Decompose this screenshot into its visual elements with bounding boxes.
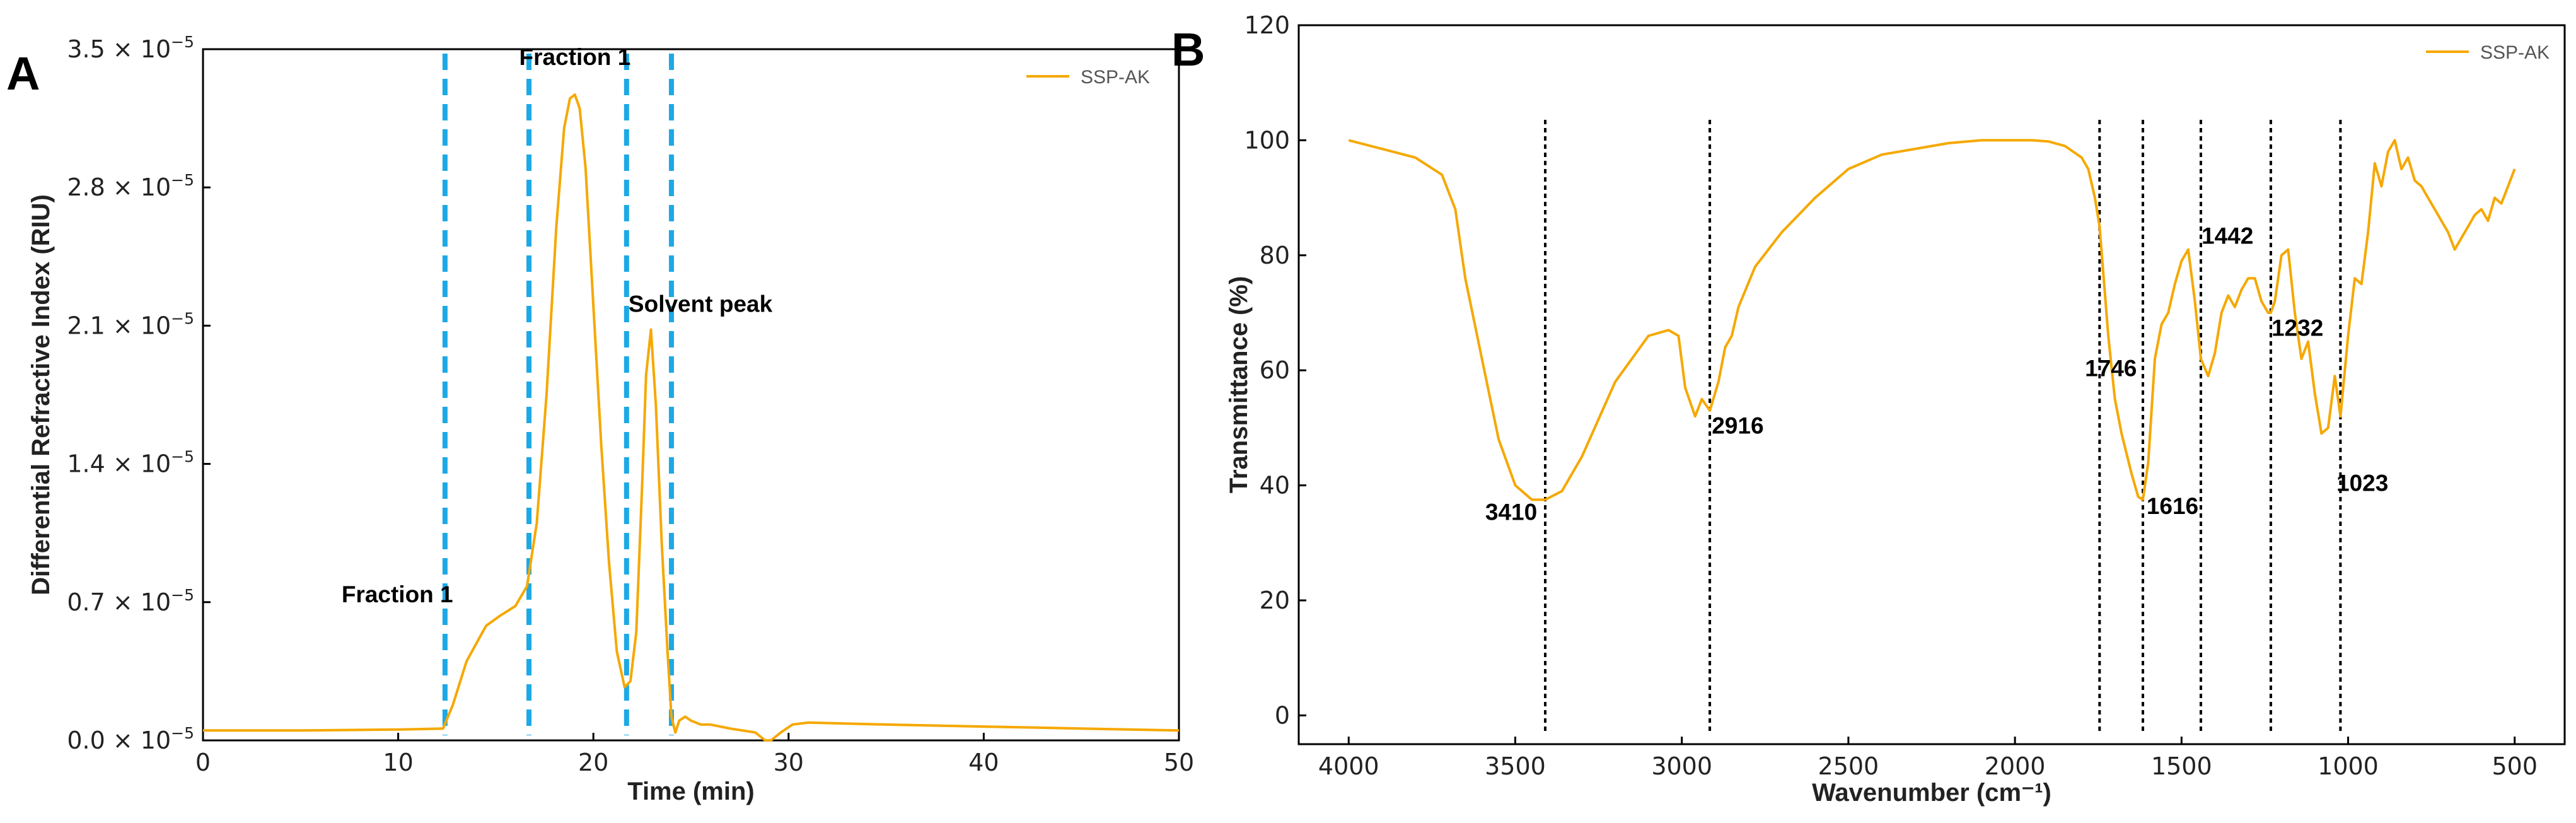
panel-b-y-axis: 0 20 40 60 80 100 120 — [1244, 11, 1306, 729]
panel-a-x-tick-label-4: 40 — [968, 749, 999, 776]
panel-a-annotation-0: Fraction 1 — [342, 581, 453, 607]
panel-a-x-tick-label-3: 30 — [774, 749, 804, 776]
panel-b-x-tick-label-6: 1000 — [2318, 752, 2379, 780]
panel-a-markers — [442, 54, 675, 735]
panel-a-annotation-2: Solvent peak — [629, 291, 773, 317]
panel-b-annotation-4: 1442 — [2202, 223, 2253, 249]
panel-b-annotation-3: 1616 — [2147, 493, 2198, 519]
panel-a-y-label: Differential Refractive Index (RIU) — [27, 194, 55, 595]
panel-b-y-tick-label-0: 0 — [1275, 701, 1290, 729]
panel-b-y-tick-label-3: 60 — [1260, 356, 1290, 384]
panel-b-y-tick-label-2: 40 — [1260, 472, 1290, 499]
panel-b-annotations: 3410 2916 1746 1616 1442 1232 1023 — [1485, 223, 2388, 525]
panel-b-series — [1348, 139, 2516, 501]
panel-a-y-tick-label-5: 3.5 × 10−5 — [67, 33, 194, 63]
panel-b-annotation-5: 1232 — [2271, 315, 2323, 341]
panel-b-markers — [1544, 120, 2342, 733]
panel-a-letter: A — [6, 47, 40, 100]
panel-a-y-tick-label-2: 1.4 × 10−5 — [67, 448, 194, 478]
panel-b-y-tick-label-6: 120 — [1244, 11, 1290, 39]
panel-b-x-tick-label-7: 500 — [2492, 752, 2538, 780]
panel-b-x-tick-label-2: 3000 — [1651, 752, 1712, 780]
panel-b-x-tick-label-5: 1500 — [2151, 752, 2212, 780]
panel-a-y-tick-label-3: 2.1 × 10−5 — [67, 309, 194, 339]
panel-b-y-label: Transmittance (%) — [1225, 276, 1253, 494]
panel-b-legend-label: SSP-AK — [2480, 42, 2550, 63]
panel-b-x-tick-label-0: 4000 — [1318, 752, 1379, 780]
panel-b-y-tick-label-4: 80 — [1260, 242, 1290, 269]
panel-b-annotation-0: 3410 — [1485, 499, 1537, 525]
panel-a-y-tick-label-0: 0.0 × 10−5 — [67, 724, 194, 754]
panel-a-x-tick-label-5: 50 — [1164, 749, 1194, 776]
panel-a-annotation-1: Fraction 1 — [519, 44, 631, 70]
panel-b: B 4000 3500 3000 2500 2000 1500 1000 500 0 20 40 6… — [1171, 11, 2566, 807]
panel-a-x-label: Time (min) — [627, 778, 755, 805]
panel-a-x-axis: 0 10 20 30 40 50 — [195, 733, 1194, 776]
panel-b-x-axis: 4000 3500 3000 2500 2000 1500 1000 500 — [1318, 737, 2538, 780]
panel-b-frame — [1297, 24, 2566, 745]
panel-b-letter: B — [1171, 23, 1205, 76]
panel-b-x-label: Wavenumber (cm⁻¹) — [1812, 779, 2051, 807]
panel-b-annotation-1: 2916 — [1712, 413, 1763, 439]
panel-a-frame — [202, 48, 1180, 742]
panel-a-y-tick-label-1: 0.7 × 10−5 — [67, 586, 194, 616]
panel-a-annotations: Fraction 1 Fraction 1 Solvent peak — [342, 44, 773, 607]
panel-b-annotation-2: 1746 — [2085, 355, 2137, 381]
panel-b-y-tick-label-1: 20 — [1260, 587, 1290, 614]
panel-a-x-tick-label-1: 10 — [383, 749, 413, 776]
panel-a-series-line-0 — [203, 93, 1180, 742]
panel-a-x-tick-label-2: 20 — [578, 749, 608, 776]
panel-a-y-axis: 0.0 × 10−5 0.7 × 10−5 1.4 × 10−5 2.1 × 10−5… — [67, 33, 211, 754]
panel-b-x-tick-label-4: 2000 — [1985, 752, 2046, 780]
panel-a-legend: SSP-AK — [1026, 67, 1150, 88]
panel-b-legend: SSP-AK — [2426, 42, 2550, 63]
panel-a-legend-label: SSP-AK — [1081, 67, 1150, 88]
panel-b-x-tick-label-1: 3500 — [1485, 752, 1546, 780]
panel-b-y-tick-label-5: 100 — [1244, 126, 1290, 154]
panel-b-series-line-0 — [1348, 139, 2516, 501]
panel-b-annotation-6: 1023 — [2336, 470, 2388, 496]
panel-b-x-tick-label-3: 2500 — [1818, 752, 1879, 780]
panel-a-x-tick-label-0: 0 — [195, 749, 211, 776]
panel-a-series — [203, 93, 1180, 742]
panel-a-y-tick-label-4: 2.8 × 10−5 — [67, 171, 194, 201]
panel-a: A 0 10 20 30 40 50 0.0 × 10−5 0.7 × 10−5 1.4 × … — [6, 33, 1194, 805]
